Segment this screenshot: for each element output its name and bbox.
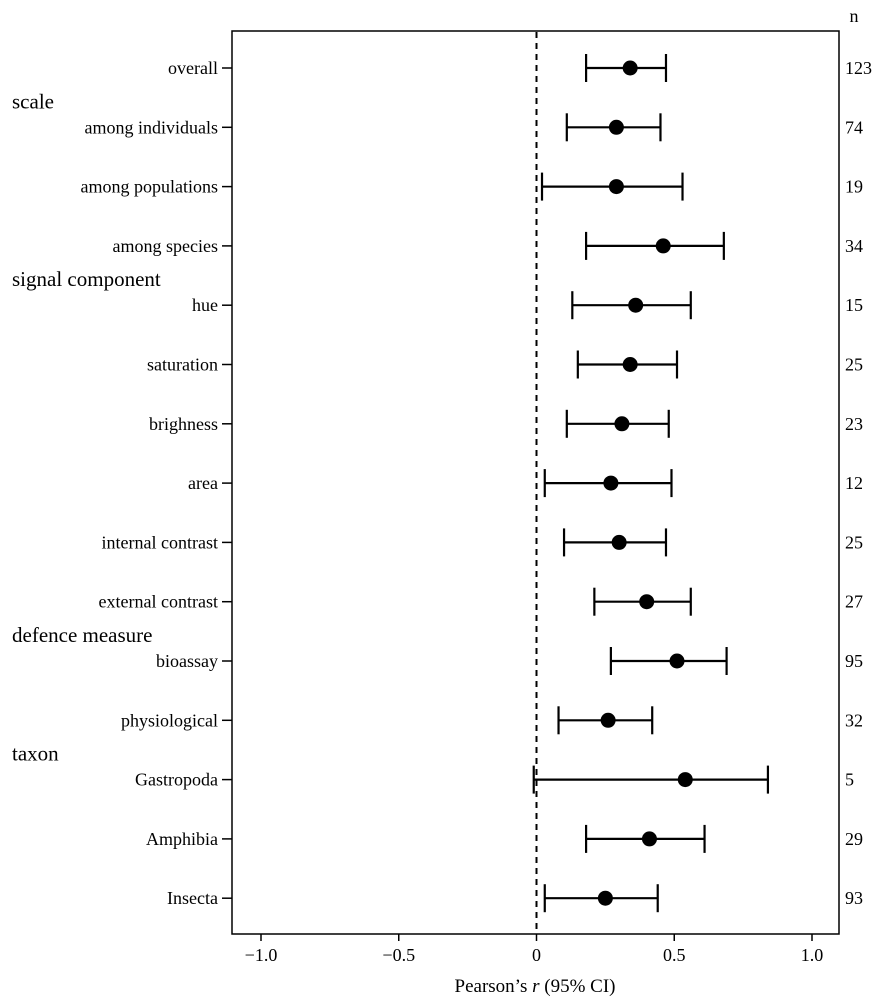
point-estimate (622, 60, 638, 76)
forest-row: bioassay 95 (156, 647, 863, 675)
n-value: 74 (845, 117, 863, 137)
n-value: 123 (845, 58, 872, 78)
row-label: overall (168, 58, 218, 78)
row-label: Insecta (167, 888, 218, 908)
x-tick-label: −0.5 (382, 945, 415, 965)
row-label: brighness (149, 414, 218, 434)
point-estimate (641, 831, 657, 847)
point-estimate (600, 712, 616, 728)
n-value: 27 (845, 592, 863, 612)
x-axis-label: Pearson’s r (95% CI) (455, 976, 616, 997)
n-value: 23 (845, 414, 863, 434)
x-tick-label: −1.0 (245, 945, 278, 965)
forest-row: overall 123 (168, 54, 872, 82)
n-value: 25 (845, 532, 863, 552)
group-heading: defence measure (12, 623, 153, 647)
group-heading: taxon (12, 742, 59, 766)
forest-row: among individuals 74 (85, 113, 863, 142)
group-heading: scale (12, 89, 54, 113)
row-label: Amphibia (146, 829, 218, 849)
point-estimate (628, 297, 644, 313)
point-estimate (597, 890, 613, 906)
n-value: 93 (845, 888, 863, 908)
point-estimate (611, 534, 627, 550)
point-estimate (669, 653, 685, 669)
forest-row: Gastropoda 5 (135, 765, 854, 794)
row-label: external contrast (99, 592, 218, 612)
row-label: among individuals (85, 117, 219, 137)
forest-row: saturation 25 (147, 350, 863, 379)
n-value: 5 (845, 770, 854, 790)
row-label: Gastropoda (135, 770, 218, 790)
n-value: 34 (845, 236, 863, 256)
forest-row: Amphibia 29 (146, 824, 863, 853)
point-estimate (603, 475, 619, 491)
point-estimate (639, 594, 655, 610)
forest-row: among species 34 (113, 231, 863, 260)
point-estimate (655, 238, 671, 254)
row-label: hue (192, 295, 218, 315)
n-value: 95 (845, 651, 863, 671)
forest-row: among populations 19 (81, 172, 863, 201)
n-value: 12 (845, 473, 863, 493)
row-label: area (188, 473, 218, 493)
row-label: internal contrast (102, 532, 218, 552)
n-value: 15 (845, 295, 863, 315)
forest-row: internal contrast 25 (102, 528, 863, 557)
n-header: n (850, 6, 859, 26)
x-tick-label: 1.0 (801, 945, 824, 965)
forest-row: Insecta 93 (167, 884, 863, 913)
row-label: among species (113, 236, 218, 256)
forest-row: physiological 32 (121, 706, 863, 735)
n-value: 25 (845, 355, 863, 375)
n-value: 19 (845, 177, 863, 197)
point-estimate (614, 416, 630, 432)
forest-row: brighness 23 (149, 409, 863, 438)
row-label: physiological (121, 710, 218, 730)
group-heading: signal component (12, 267, 161, 291)
x-tick-label: 0 (532, 945, 541, 965)
point-estimate (622, 357, 638, 372)
forest-row: external contrast 27 (99, 587, 863, 616)
n-value: 32 (845, 710, 863, 730)
point-estimate (608, 119, 624, 135)
forest-row: area 12 (188, 469, 863, 498)
n-value: 29 (845, 829, 863, 849)
row-label: saturation (147, 355, 218, 375)
point-estimate (608, 179, 624, 195)
point-estimate (677, 772, 693, 788)
forest-row: hue 15 (192, 291, 863, 320)
row-label: among populations (81, 177, 219, 197)
row-label: bioassay (156, 651, 218, 671)
x-tick-label: 0.5 (663, 945, 686, 965)
